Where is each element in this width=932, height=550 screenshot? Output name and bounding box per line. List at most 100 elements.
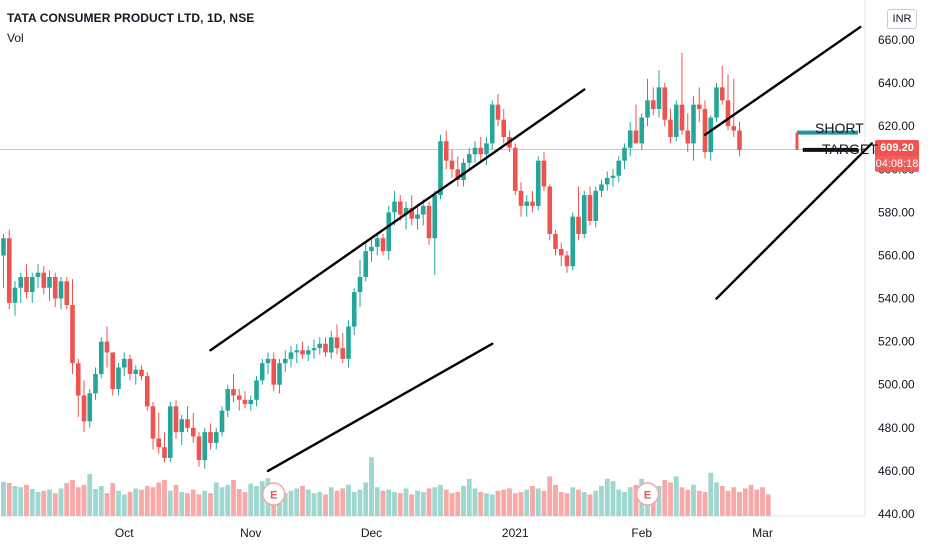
candle-body [599,184,604,191]
candlestick-series [1,52,742,469]
volume-bar [765,494,771,516]
candle-body [380,238,386,252]
volume-bar [455,492,461,516]
volume-bar [587,494,593,516]
candle-body [363,251,369,277]
volume-bar [340,488,346,516]
target-label: TARGET [822,141,878,157]
volume-bar [351,492,357,516]
time-tick-label: Feb [631,526,652,540]
volume-bar [478,492,484,516]
candle-body [173,406,179,433]
time-tick-label: Nov [240,526,261,540]
candle-body [35,272,41,277]
earnings-circle [635,482,660,506]
candle-body [323,343,328,353]
candle-body [415,214,420,219]
candle-body [357,277,363,293]
volume-bar [87,474,93,516]
candle-body [639,117,645,144]
candle-body [737,130,742,150]
candle-body [673,104,679,137]
volume-bar [323,494,328,516]
volume-bar [449,493,455,516]
candle-body [104,341,110,353]
candle-body [587,195,593,221]
currency-button[interactable]: INR [887,9,917,29]
volume-bar [484,493,489,516]
volume-bar [604,478,610,516]
volume-bar [662,480,668,516]
candle-body [432,195,438,239]
last-price-badge: 609.20 [875,140,919,156]
trendline-lower-right [715,142,873,300]
candle-body [627,130,633,148]
candle-body [139,369,144,377]
volume-bar [173,484,179,516]
candle-body [714,87,719,118]
volume-bar [47,489,52,516]
candle-body [311,348,317,351]
candle-body [328,337,334,353]
candle-body [231,389,236,396]
volume-bar [167,490,173,516]
volume-bar [346,484,351,516]
volume-bar [254,486,259,516]
earnings-marker: E [635,482,660,506]
candle-body [110,352,116,390]
earnings-circle [262,482,286,506]
candle-body [622,147,627,161]
volume-bar [294,488,300,516]
volume-bar [599,486,604,516]
volume-bar [438,484,443,516]
price-tick-label: 500.00 [878,378,915,392]
candle-body [116,367,121,390]
candle-body [208,432,213,443]
candle-body [541,160,547,187]
candle-body [581,195,587,234]
volume-bar [564,493,570,516]
candle-body [219,410,225,433]
volume-bar [225,484,231,516]
candle-body [288,352,294,359]
volume-bar [737,492,742,516]
volume-series [1,457,771,516]
volume-bar [110,483,116,516]
volume-bar [742,488,748,516]
candle-body [196,436,202,461]
volume-bar [691,484,696,516]
volume-bar [162,480,167,516]
candle-body [708,117,714,153]
volume-bar [288,490,294,516]
volume-bar [432,487,438,516]
candle-body [449,160,455,170]
volume-bar [702,492,708,516]
candle-body [351,292,357,327]
volume-bar [190,489,196,516]
volume-bar [93,489,98,516]
candle-body [1,238,6,256]
candle-body [679,104,685,131]
candle-body [179,419,185,433]
candle-body [75,363,81,396]
volume-bar [236,489,242,516]
trendline-lower-left [266,342,494,473]
volume-bar [466,478,472,516]
volume-bar [179,492,185,516]
volume-bar [627,487,633,516]
chart-legend: TATA CONSUMER PRODUCT LTD, 1D, NSE Vol [7,10,254,47]
price-tick-label: 660.00 [878,33,915,47]
price-tick-label: 580.00 [878,205,915,219]
earnings-label: E [644,490,651,502]
volume-bar [731,487,737,516]
candle-body [438,141,443,196]
candle-body [570,216,576,267]
volume-bar [6,483,12,516]
candle-body [604,177,610,185]
candle-body [340,348,346,359]
volume-bar [196,494,202,516]
candle-body [24,277,29,293]
candle-body [317,343,323,349]
candle-body [702,108,708,153]
